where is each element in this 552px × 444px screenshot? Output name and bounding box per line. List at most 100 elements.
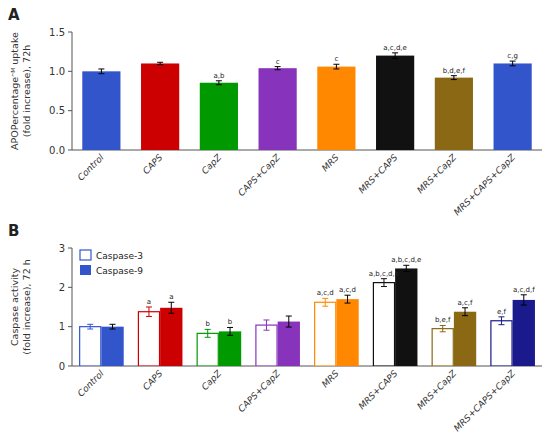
annotation: b,d,e,f xyxy=(443,67,466,75)
error-bar-cap xyxy=(205,329,211,330)
x-tick-label: MRS+CapZ xyxy=(415,368,459,412)
error-bar xyxy=(510,61,516,66)
bar xyxy=(101,327,123,366)
error-bar xyxy=(275,67,281,70)
error-bar xyxy=(440,325,446,331)
y-axis-label-line: (fold increase), 72h xyxy=(21,45,32,137)
error-bar xyxy=(498,317,504,325)
annotation: c,g xyxy=(507,52,518,60)
error-bar-stem xyxy=(101,69,102,74)
error-bar-cap xyxy=(168,313,174,314)
error-bar-cap xyxy=(263,330,269,331)
x-tick-label: Control xyxy=(76,152,107,183)
y-tick xyxy=(68,248,72,249)
bar xyxy=(315,302,336,366)
error-bar xyxy=(98,69,104,74)
bar xyxy=(491,321,512,366)
error-bar-cap xyxy=(157,62,163,63)
error-bar xyxy=(462,308,468,316)
annotation: b xyxy=(228,318,233,326)
legend-swatch xyxy=(80,250,91,260)
error-bar-cap xyxy=(440,325,446,326)
error-bar-cap xyxy=(98,68,104,69)
error-bar xyxy=(286,316,292,327)
legend: Caspase-3Caspase-9 xyxy=(80,250,143,276)
error-bar-cap xyxy=(392,52,398,53)
x-tick-label: MRS+CAPS xyxy=(357,368,400,411)
error-bar-cap xyxy=(87,324,93,325)
error-bar-stem xyxy=(406,265,407,271)
error-bar-stem xyxy=(325,298,326,306)
error-bar-cap xyxy=(275,66,281,67)
panel-label: B xyxy=(8,222,19,240)
error-bar-cap xyxy=(392,58,398,59)
legend-label: Caspase-9 xyxy=(96,266,143,276)
error-bar-cap xyxy=(510,65,516,66)
error-bar-cap xyxy=(87,329,93,330)
error-bar-cap xyxy=(462,315,468,316)
error-bar xyxy=(322,298,328,306)
y-axis-label: APOPercentageᵔᴹ uptake(fold increase), 7… xyxy=(9,32,32,150)
error-bar-stem xyxy=(218,81,219,85)
error-bar-cap xyxy=(345,303,351,304)
y-tick xyxy=(68,366,72,367)
error-bar-stem xyxy=(171,302,172,313)
error-bar-stem xyxy=(288,316,289,327)
error-bar-cap xyxy=(286,316,292,317)
panel-label: A xyxy=(8,6,20,24)
annotations: a,bcca,c,d,eb,d,e,fc,g xyxy=(213,44,518,80)
error-bar-stem xyxy=(207,329,208,337)
error-bar-stem xyxy=(442,325,443,331)
y-tick xyxy=(68,110,72,111)
annotation: c xyxy=(276,58,280,66)
x-tick-label: MRS+CAPS+CapZ xyxy=(452,368,518,434)
bar xyxy=(197,333,218,366)
x-tick-label: CapZ xyxy=(199,368,223,392)
error-bar-stem xyxy=(336,64,337,69)
error-bar-stem xyxy=(523,295,524,305)
error-bar-stem xyxy=(112,324,113,329)
annotation: a,c,d xyxy=(317,289,334,297)
error-bar xyxy=(168,302,174,313)
error-bar-stem xyxy=(395,53,396,59)
x-tick-label: CAPS+CapZ xyxy=(236,152,282,198)
y-axis-label-line: APOPercentageᵔᴹ uptake xyxy=(9,32,20,150)
error-bar xyxy=(205,329,211,337)
bar xyxy=(278,322,300,366)
error-bar xyxy=(392,53,398,59)
error-bar-cap xyxy=(275,69,281,70)
error-bar-cap xyxy=(333,68,339,69)
x-tick-label: CAPS xyxy=(141,152,165,176)
error-bar-cap xyxy=(146,307,152,308)
bar xyxy=(259,68,297,150)
bar xyxy=(373,283,394,366)
error-bar-stem xyxy=(90,324,91,329)
y-tick-label: 1.5 xyxy=(49,27,65,38)
error-bar xyxy=(403,265,409,271)
y-tick xyxy=(68,150,72,151)
error-bar-cap xyxy=(403,271,409,272)
error-bar-cap xyxy=(403,265,409,266)
error-bar xyxy=(345,295,351,303)
x-tick-label: MRS+CAPS+CapZ xyxy=(452,152,518,218)
bar xyxy=(82,71,120,150)
bar xyxy=(317,67,355,150)
error-bar-cap xyxy=(216,80,222,81)
error-bar-cap xyxy=(286,327,292,328)
bar xyxy=(80,327,101,366)
bar xyxy=(160,308,182,366)
error-bar-stem xyxy=(501,317,502,325)
error-bar-cap xyxy=(146,316,152,317)
y-tick xyxy=(68,326,72,327)
annotation: b,e,f xyxy=(435,316,451,324)
legend-swatch xyxy=(80,265,91,275)
error-bar xyxy=(87,324,93,329)
annotation: a xyxy=(147,298,151,306)
error-bar xyxy=(521,295,527,305)
error-bar-cap xyxy=(451,79,457,80)
x-tick-label: MRS xyxy=(320,368,341,389)
bar xyxy=(141,63,179,150)
error-bar-stem xyxy=(230,327,231,335)
error-bar-stem xyxy=(453,76,454,80)
error-bar-stem xyxy=(266,320,267,330)
